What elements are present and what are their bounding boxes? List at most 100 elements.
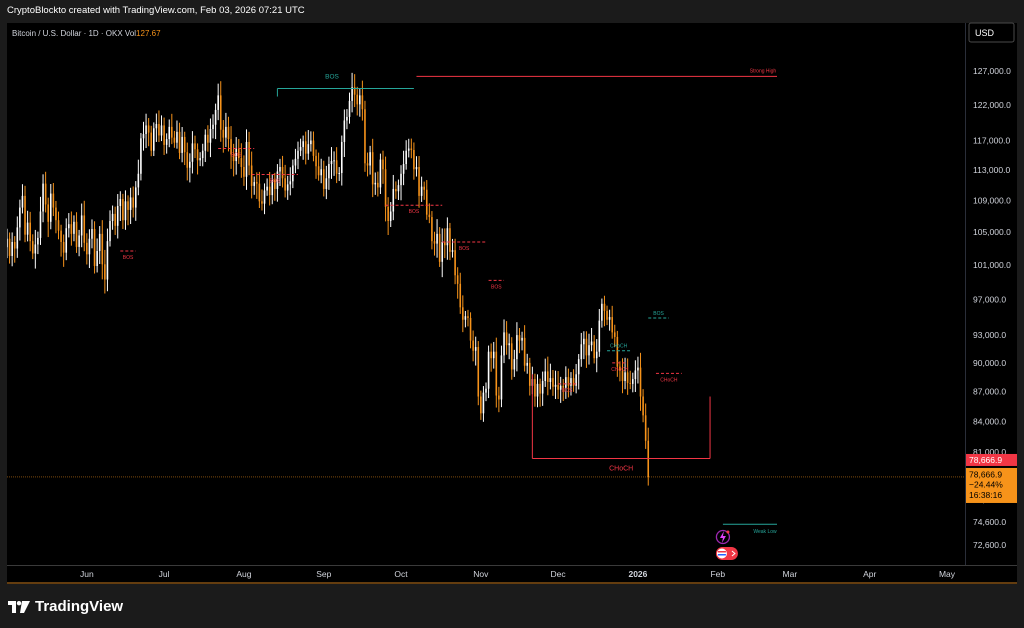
candle-body (407, 148, 410, 151)
candle-body (129, 197, 132, 210)
candle-body (34, 244, 37, 254)
candle-body (78, 235, 80, 247)
candle-body (523, 337, 526, 366)
candle-body (181, 136, 183, 153)
candle-body (384, 169, 387, 207)
candle-body (60, 230, 62, 242)
candle-body (487, 351, 490, 389)
candle-body (549, 378, 552, 382)
candle-body (250, 165, 253, 186)
candle-body (374, 182, 377, 185)
x-tick-label: Mar (783, 569, 798, 579)
currency-button[interactable] (968, 22, 1015, 43)
last-price-text: 78,666.9 (969, 455, 1002, 465)
candle-body (284, 178, 286, 191)
candle-body (19, 207, 21, 228)
candle-body (127, 201, 129, 210)
candle-body (214, 109, 217, 125)
y-tick-label: 109,000.0 (973, 196, 1011, 206)
candle-body (178, 131, 181, 153)
candle-body (423, 186, 425, 190)
candle-body (243, 167, 245, 177)
chevron-right-icon (731, 550, 736, 557)
bos-label-red: BOS (123, 255, 134, 261)
candle-body (467, 316, 469, 318)
y-tick-label: 97,000.0 (973, 294, 1006, 304)
candle-body (207, 134, 209, 143)
weak-low-label: Weak Low (753, 529, 777, 535)
candle-body (47, 204, 50, 222)
candle-body (534, 379, 536, 397)
x-tick-label: Nov (473, 569, 489, 579)
candle-body (191, 143, 194, 162)
chart-area[interactable]: Bitcoin / U.S. Dollar · 1D · OKX Vol127.… (7, 22, 1017, 584)
candle-body (8, 238, 11, 256)
candle-body (480, 396, 482, 414)
candle-body (395, 188, 397, 192)
candle-body (338, 173, 341, 175)
candle-body (619, 366, 621, 371)
candle-body (119, 198, 122, 207)
candle-body (75, 221, 78, 247)
candle-body (258, 183, 261, 202)
candle-body (428, 214, 431, 218)
x-tick-label: 2026 (628, 569, 647, 579)
candle-body (7, 238, 8, 248)
candle-body (492, 351, 495, 359)
candle-body (634, 370, 637, 380)
candle-body (88, 238, 91, 255)
candle-body (508, 343, 510, 346)
candle-body (438, 233, 441, 262)
candle-body (307, 144, 310, 154)
candle-body (536, 383, 539, 397)
candle-body (315, 155, 317, 167)
footer-bar: TradingView (0, 584, 1024, 628)
candle-body (505, 332, 508, 346)
candle-body (263, 190, 266, 204)
y-tick-label: 117,000.0 (973, 136, 1010, 146)
candle-body (498, 395, 500, 400)
candle-body (364, 109, 366, 164)
tradingview-logo[interactable]: TradingView (8, 598, 123, 615)
candle-body (377, 182, 379, 188)
candle-body (575, 374, 577, 386)
candle-body (613, 332, 616, 337)
candle-body (62, 241, 65, 253)
candle-body (624, 372, 626, 381)
y-tick-label: 127,000.0 (973, 66, 1011, 76)
candle-body (621, 370, 624, 381)
bos-label-red: CHoCH (660, 377, 678, 383)
x-tick-label: Dec (551, 569, 567, 579)
candle-body (606, 310, 608, 320)
bos-label-top: BOS (325, 74, 339, 81)
candle-body (590, 341, 593, 346)
candle-body (232, 154, 235, 162)
countdown-text: 16:38:16 (969, 490, 1002, 500)
bos-label-red: BOS (409, 209, 420, 215)
candle-body (147, 125, 150, 133)
candle-body (616, 336, 619, 367)
lightning-icon-bolt (719, 531, 726, 543)
candlestick-chart[interactable]: Bitcoin / U.S. Dollar · 1D · OKX Vol127.… (7, 22, 1017, 584)
candle-body (346, 116, 348, 121)
lightning-icon-dot (726, 530, 730, 534)
candle-body (281, 167, 284, 179)
candle-body (459, 283, 462, 308)
candle-body (598, 320, 601, 352)
candle-body (237, 148, 240, 159)
bos-label-red: BOS (231, 153, 242, 159)
candle-body (552, 378, 554, 387)
candle-body (482, 392, 485, 414)
y-tick-label: 101,000.0 (973, 260, 1011, 270)
us-flag-icon-circle (716, 548, 727, 559)
candle-body (109, 221, 111, 242)
candle-body (91, 229, 93, 239)
candle-body (477, 347, 480, 397)
candle-body (518, 335, 521, 341)
candle-body (189, 161, 191, 168)
candle-body (644, 415, 647, 441)
x-tick-label: May (939, 569, 956, 579)
candle-body (261, 201, 263, 204)
candle-body (145, 125, 147, 135)
candle-body (510, 343, 513, 370)
